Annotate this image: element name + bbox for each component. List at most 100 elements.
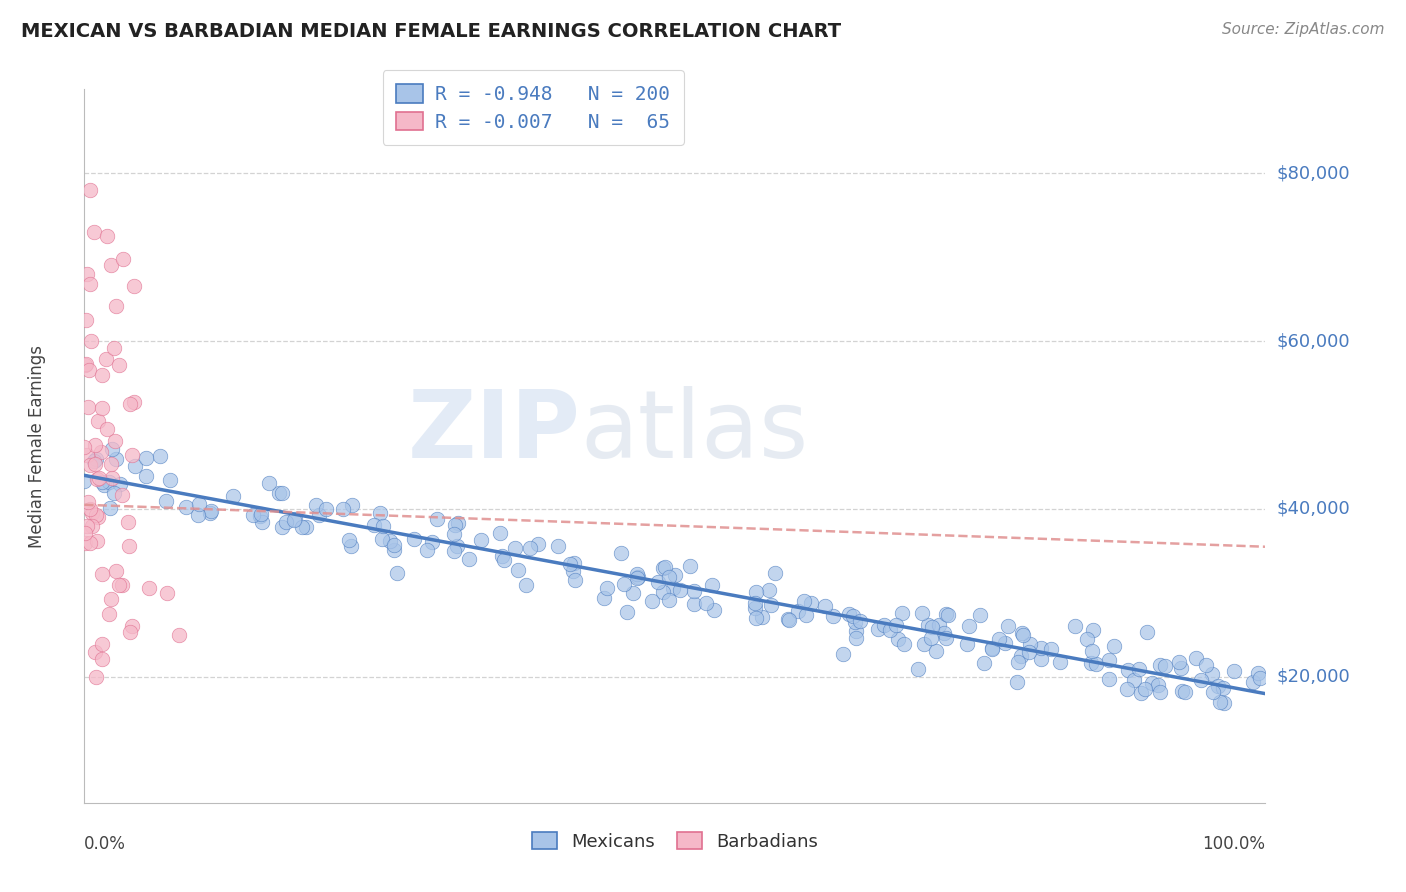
Point: [371, 532, 394, 546]
Point: [118, 397, 141, 411]
Point: [105, 452, 128, 467]
Point: [1076, 632, 1098, 647]
Point: [363, 518, 385, 533]
Point: [73, 474, 96, 488]
Point: [404, 532, 426, 546]
Point: [994, 635, 1017, 649]
Point: [558, 557, 581, 571]
Point: [1039, 641, 1062, 656]
Point: [621, 586, 644, 600]
Point: [823, 609, 845, 624]
Point: [250, 515, 273, 529]
Point: [1130, 686, 1153, 700]
Point: [794, 607, 817, 622]
Point: [935, 607, 957, 622]
Point: [519, 541, 541, 556]
Text: 100.0%: 100.0%: [1202, 835, 1265, 853]
Point: [592, 591, 614, 605]
Point: [658, 592, 681, 607]
Point: [457, 552, 479, 566]
Point: [873, 618, 896, 632]
Point: [1167, 655, 1189, 669]
Point: [276, 516, 298, 530]
Point: [198, 506, 221, 520]
Point: [912, 637, 935, 651]
Point: [100, 457, 122, 471]
Point: [340, 539, 363, 553]
Point: [382, 543, 405, 558]
Point: [907, 662, 929, 676]
Point: [626, 566, 648, 581]
Point: [96, 352, 118, 367]
Point: [79, 536, 101, 550]
Point: [250, 507, 273, 521]
Point: [997, 619, 1019, 633]
Point: [444, 518, 467, 533]
Point: [842, 609, 865, 624]
Point: [104, 434, 127, 448]
Point: [84, 508, 107, 523]
Point: [93, 478, 115, 492]
Point: [744, 585, 766, 599]
Point: [103, 485, 125, 500]
Point: [271, 519, 294, 533]
Point: [76, 313, 98, 327]
Point: [91, 567, 114, 582]
Point: [75, 536, 97, 550]
Point: [446, 539, 468, 553]
Point: [1149, 685, 1171, 699]
Point: [744, 611, 766, 625]
Point: [1064, 619, 1087, 633]
Point: [269, 486, 291, 500]
Point: [96, 422, 118, 436]
Point: [121, 619, 143, 633]
Point: [332, 502, 354, 516]
Point: [420, 534, 443, 549]
Point: [703, 603, 725, 617]
Point: [1212, 681, 1234, 696]
Point: [866, 623, 889, 637]
Point: [135, 468, 157, 483]
Point: [283, 513, 305, 527]
Point: [443, 544, 465, 558]
Point: [101, 471, 124, 485]
Point: [1049, 655, 1071, 669]
Point: [122, 394, 145, 409]
Point: [382, 538, 405, 552]
Point: [1241, 674, 1264, 689]
Point: [1170, 661, 1192, 675]
Text: ZIP: ZIP: [408, 385, 581, 478]
Point: [1122, 673, 1144, 687]
Point: [91, 637, 114, 651]
Point: [925, 644, 948, 658]
Point: [1249, 671, 1271, 685]
Point: [488, 526, 510, 541]
Point: [77, 363, 100, 377]
Point: [1098, 672, 1121, 686]
Point: [169, 628, 191, 642]
Point: [1247, 666, 1270, 681]
Point: [1085, 657, 1108, 672]
Point: [758, 582, 780, 597]
Point: [104, 564, 127, 578]
Point: [96, 228, 118, 243]
Point: [368, 506, 391, 520]
Point: [494, 553, 516, 567]
Point: [101, 442, 124, 457]
Point: [973, 656, 995, 670]
Point: [155, 493, 177, 508]
Point: [609, 546, 631, 560]
Point: [79, 183, 101, 197]
Point: [337, 533, 360, 547]
Point: [1083, 624, 1105, 638]
Point: [1018, 645, 1040, 659]
Point: [786, 604, 808, 618]
Point: [89, 445, 111, 459]
Point: [385, 566, 408, 580]
Point: [547, 539, 569, 553]
Point: [845, 631, 868, 645]
Point: [378, 533, 401, 548]
Point: [981, 641, 1004, 656]
Point: [416, 543, 439, 558]
Point: [886, 617, 908, 632]
